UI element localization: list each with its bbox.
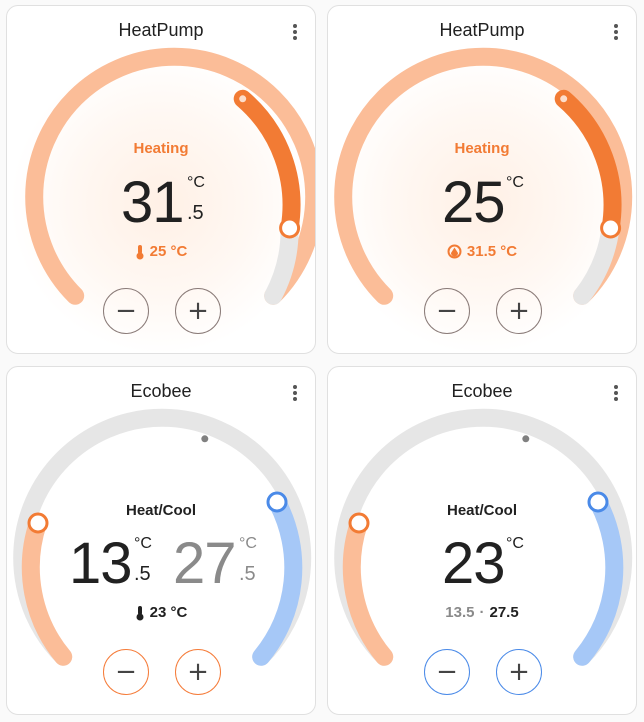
- decrease-button[interactable]: −: [103, 288, 149, 334]
- increase-button[interactable]: +: [175, 649, 221, 695]
- current-temperature-value: 31.5 °C: [466, 243, 518, 260]
- card-title: Ecobee: [130, 381, 192, 401]
- current-temperature-value: 23 °C: [149, 604, 188, 621]
- thermostat-card-ecobee-1: Ecobee Heat/Cool 13 °C .5 27 °C .5 23 °C…: [6, 366, 316, 715]
- low-setpoint-handle: [27, 512, 49, 534]
- current-temperature: 25 °C: [7, 243, 315, 260]
- hvac-mode: Heating: [454, 140, 510, 157]
- high-setpoint-handle: [587, 491, 609, 513]
- target-temperature-decimal: .5: [187, 202, 204, 224]
- current-temperature-value: 25 °C: [149, 243, 188, 260]
- decrease-button[interactable]: −: [424, 649, 470, 695]
- increase-button[interactable]: +: [496, 649, 542, 695]
- high-setpoint-temperature: 27: [173, 531, 237, 596]
- more-options-icon[interactable]: [293, 24, 297, 40]
- more-options-icon[interactable]: [614, 385, 618, 401]
- hvac-mode: Heat/Cool: [125, 502, 196, 519]
- low-setpoint-handle: [348, 512, 370, 534]
- current-temp-marker: [560, 95, 568, 103]
- temperature-dial[interactable]: [328, 367, 637, 715]
- hvac-mode: Heating: [133, 140, 189, 157]
- range-separator: ·: [479, 604, 485, 621]
- target-temperature: 31: [121, 170, 185, 235]
- current-temp-marker: [201, 435, 209, 443]
- hvac-mode: Heat/Cool: [446, 502, 517, 519]
- dial-heat-arc: [21, 514, 73, 666]
- dial-track: [25, 47, 315, 305]
- temperature-unit: °C: [506, 535, 524, 552]
- more-options-icon[interactable]: [614, 24, 618, 40]
- temperature-unit: °C: [187, 174, 205, 191]
- low-setpoint-decimal: .5: [134, 563, 151, 585]
- thermometer-icon: [136, 605, 144, 620]
- dial-active-arc: [554, 89, 622, 237]
- more-options-icon[interactable]: [293, 385, 297, 401]
- range-low-value: 13.5: [445, 604, 475, 621]
- temperature-dial[interactable]: [7, 6, 316, 354]
- decrease-button[interactable]: −: [424, 288, 470, 334]
- card-title: Ecobee: [451, 381, 513, 401]
- thermostat-card-ecobee-2: Ecobee Heat/Cool 23 °C 13.5 · 27.5 − +: [327, 366, 637, 715]
- high-setpoint-handle: [266, 491, 288, 513]
- range-high-value: 27.5: [489, 604, 519, 621]
- target-handle: [279, 217, 301, 239]
- low-setpoint-temperature: 13: [69, 531, 133, 596]
- low-setpoint-unit: °C: [134, 535, 152, 552]
- setpoint-range: 13.5 · 27.5: [328, 604, 636, 621]
- dial-track: [334, 47, 633, 305]
- current-temp-marker: [239, 95, 247, 103]
- thermostat-card-heatpump-2: HeatPump Heating 25 °C 31.5 °C − +: [327, 5, 637, 354]
- current-temperature: 31.5 °C: [328, 243, 636, 260]
- dial-active-arc: [233, 89, 301, 237]
- high-setpoint-decimal: .5: [239, 563, 256, 585]
- temperature-dial[interactable]: [328, 6, 637, 354]
- thermostat-card-heatpump-1: HeatPump Heating 31 °C .5 25 °C − +: [6, 5, 316, 354]
- target-handle: [600, 217, 622, 239]
- card-title: HeatPump: [118, 20, 204, 40]
- thermometer-icon: [136, 244, 144, 259]
- increase-button[interactable]: +: [175, 288, 221, 334]
- target-temperature: 23: [442, 531, 506, 596]
- card-title: HeatPump: [439, 20, 525, 40]
- current-temp-marker: [522, 435, 530, 443]
- temperature-dial[interactable]: [7, 367, 316, 715]
- humidity-icon: [447, 244, 462, 259]
- dial-cool-arc: [573, 493, 624, 666]
- increase-button[interactable]: +: [496, 288, 542, 334]
- temperature-unit: °C: [506, 174, 524, 191]
- high-setpoint-unit: °C: [239, 535, 257, 552]
- dial-gray-track: [573, 219, 620, 305]
- dial-heat-arc: [342, 514, 394, 666]
- decrease-button[interactable]: −: [103, 649, 149, 695]
- dial-cool-arc: [252, 493, 303, 666]
- target-temperature: 25: [442, 170, 506, 235]
- current-temperature: 23 °C: [7, 604, 315, 621]
